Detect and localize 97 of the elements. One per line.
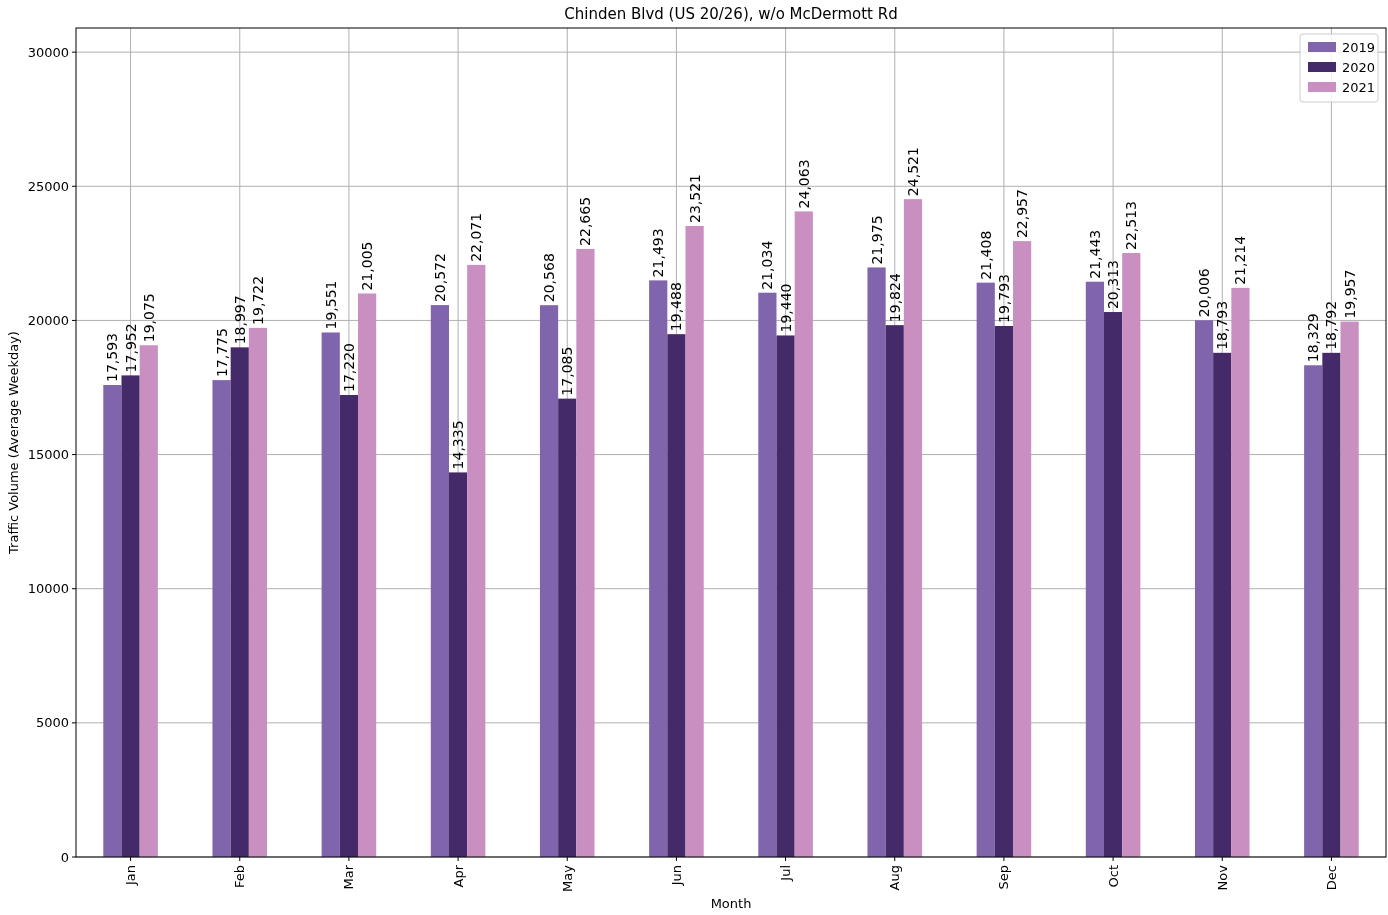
bar <box>358 293 377 857</box>
y-tick-label: 15000 <box>27 447 69 463</box>
data-label: 19,440 <box>777 283 794 333</box>
data-label: 20,313 <box>1105 260 1122 310</box>
data-label: 19,824 <box>886 273 903 323</box>
data-label: 21,493 <box>650 228 667 278</box>
bar <box>758 292 777 857</box>
data-label: 19,075 <box>140 293 157 343</box>
chart-title: Chinden Blvd (US 20/26), w/o McDermott Rd <box>564 5 898 23</box>
data-label: 17,952 <box>122 323 139 373</box>
bar <box>885 325 904 857</box>
data-label: 19,488 <box>668 282 685 332</box>
bar <box>776 335 795 857</box>
y-tick-label: 5000 <box>35 715 69 731</box>
bar <box>1103 312 1123 857</box>
data-label: 21,975 <box>868 215 885 265</box>
bar <box>1194 320 1214 857</box>
legend-label: 2019 <box>1342 39 1376 55</box>
bar <box>649 280 668 857</box>
data-label: 17,593 <box>104 333 121 383</box>
data-label: 14,335 <box>450 420 467 470</box>
bar <box>1085 281 1104 857</box>
bar <box>248 327 268 857</box>
y-tick-label: 20000 <box>27 312 69 328</box>
bar <box>121 375 140 857</box>
x-tick-label: Jun <box>668 865 684 887</box>
x-tick-label: Apr <box>450 864 466 888</box>
data-label: 19,957 <box>1341 269 1358 319</box>
data-label: 21,214 <box>1232 235 1249 285</box>
y-tick-label: 30000 <box>27 44 69 60</box>
x-tick-label: May <box>559 864 575 892</box>
bar <box>1013 241 1032 857</box>
data-label: 21,408 <box>977 230 994 280</box>
bar <box>558 398 577 857</box>
bar <box>103 385 122 857</box>
bar <box>1231 287 1250 857</box>
y-tick-label: 0 <box>60 849 69 865</box>
bar <box>230 347 249 857</box>
data-label: 22,513 <box>1123 201 1140 251</box>
bar <box>867 267 886 857</box>
bar <box>903 199 923 857</box>
x-tick-label: Aug <box>887 865 903 891</box>
data-label: 24,521 <box>904 147 921 197</box>
x-tick-label: Feb <box>232 865 248 889</box>
data-label: 19,722 <box>249 275 266 325</box>
x-tick-label: Sep <box>996 865 1012 890</box>
x-tick-label: Dec <box>1323 865 1339 891</box>
bar <box>139 345 158 857</box>
bar <box>1213 352 1232 857</box>
bar <box>430 305 449 857</box>
bar <box>448 472 468 857</box>
bar <box>685 225 704 857</box>
data-label: 18,792 <box>1323 300 1340 350</box>
bar <box>994 325 1014 857</box>
data-label: 23,521 <box>686 173 703 223</box>
data-label: 20,006 <box>1196 268 1213 318</box>
bar <box>1322 352 1341 857</box>
bar <box>467 264 486 857</box>
bar <box>576 248 595 857</box>
data-label: 18,997 <box>231 295 248 345</box>
bar <box>976 282 995 857</box>
data-label: 22,071 <box>468 212 485 262</box>
data-label: 22,957 <box>1014 189 1031 239</box>
bar <box>1340 321 1359 857</box>
data-label: 19,551 <box>322 280 339 330</box>
bar <box>212 380 231 857</box>
data-label: 17,085 <box>559 346 576 396</box>
legend-label: 2021 <box>1342 79 1376 95</box>
data-label: 18,793 <box>1214 300 1231 350</box>
data-label: 21,034 <box>759 240 776 290</box>
bar <box>321 332 340 857</box>
y-axis-title: Traffic Volume (Average Weekday) <box>6 331 21 555</box>
bar <box>794 211 813 857</box>
y-tick-label: 25000 <box>27 178 69 194</box>
data-label: 22,665 <box>577 196 594 246</box>
x-tick-label: Mar <box>341 864 357 890</box>
data-label: 20,568 <box>541 253 558 303</box>
data-label: 21,005 <box>359 241 376 291</box>
bar <box>1304 365 1323 857</box>
bar <box>667 334 686 857</box>
data-label: 17,775 <box>213 328 230 378</box>
data-label: 18,329 <box>1305 313 1322 363</box>
x-tick-label: Jan <box>123 865 139 887</box>
bar <box>339 395 359 857</box>
x-tick-label: Nov <box>1214 864 1230 891</box>
y-tick-label: 10000 <box>27 581 69 597</box>
data-label: 17,220 <box>340 343 357 393</box>
data-label: 21,443 <box>1086 229 1103 279</box>
data-label: 24,063 <box>795 159 812 209</box>
legend-label: 2020 <box>1342 59 1376 75</box>
x-tick-label: Oct <box>1105 865 1121 888</box>
data-label: 19,793 <box>995 273 1012 323</box>
bar <box>1122 253 1141 857</box>
x-axis-title: Month <box>710 896 752 911</box>
data-label: 20,572 <box>431 253 448 303</box>
x-tick-label: Jul <box>778 865 794 882</box>
bar <box>539 305 559 857</box>
